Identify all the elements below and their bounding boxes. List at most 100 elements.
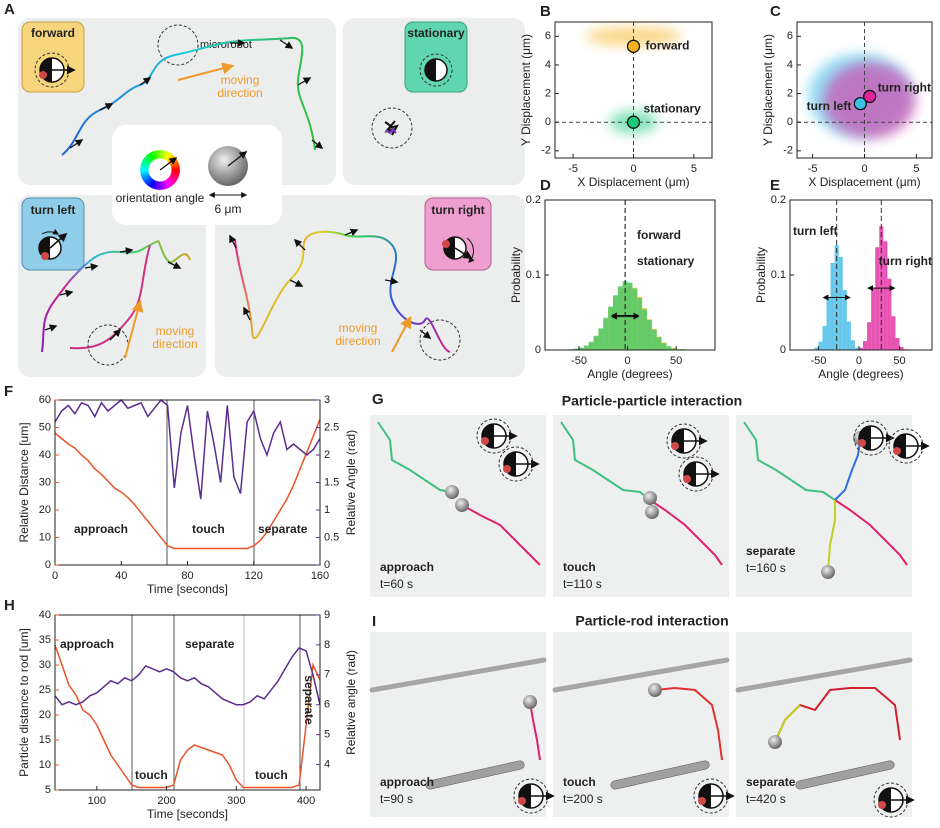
y-tick-label: 0.2 (526, 194, 541, 206)
bar (613, 295, 618, 350)
direction-arrow (124, 299, 144, 359)
bar (598, 328, 604, 350)
x-tick-label: -5 (808, 163, 818, 175)
trajectory (385, 127, 397, 135)
phase-label: separate (302, 675, 316, 725)
panel-i: I Particle-rod interaction approach t=90… (369, 613, 913, 817)
y2-axis-label: Relative angle (rad) (344, 650, 358, 755)
x-axis-label: Angle (degrees) (818, 367, 903, 381)
phase-lines (131, 400, 301, 790)
bar (826, 296, 831, 350)
frame (553, 415, 729, 597)
y-tick-label: 40 (39, 609, 51, 621)
bar (883, 241, 888, 350)
x-tick-label: 80 (181, 570, 193, 582)
y2-tick-label: 0 (324, 559, 330, 571)
y-axis-label: Probability (754, 247, 768, 303)
particle (643, 491, 657, 505)
y2-tick-label: 6 (324, 699, 330, 711)
phase-label: separate (746, 775, 796, 789)
x-tick-label: 300 (227, 795, 245, 807)
series-label: stationary (637, 254, 695, 268)
series-label: stationary (644, 101, 702, 115)
phase-label: separate (258, 522, 308, 536)
x-tick-label: 0 (52, 570, 58, 582)
x-axis-label: X Displacement (μm) (808, 175, 920, 189)
y-tick-label: 0 (535, 344, 541, 356)
plot-area: turn left turn right (793, 200, 932, 350)
time-label: t=110 s (563, 577, 602, 591)
y-tick-label: 30 (39, 476, 51, 488)
bar (858, 347, 864, 350)
bar (574, 348, 579, 350)
series-label: turn right (879, 254, 932, 268)
bar (666, 346, 672, 350)
bar (608, 306, 613, 350)
time-label: t=200 s (563, 792, 603, 806)
bar (875, 247, 880, 350)
y-axis-label: Y Displacement (μm) (519, 34, 533, 146)
direction-arrow (177, 62, 235, 81)
bar (617, 286, 623, 350)
arrow (159, 157, 178, 171)
plot-area: forward stationary (555, 22, 712, 158)
bar (588, 341, 594, 350)
point (853, 96, 867, 111)
y-tick-label: 6 (787, 30, 793, 42)
block (343, 18, 525, 185)
particle (821, 565, 835, 579)
trajectory (41, 240, 191, 353)
axes-frame (789, 199, 933, 351)
panel-letter: F (4, 383, 13, 400)
y-tick-label: 0 (545, 116, 551, 128)
bar (891, 316, 896, 350)
plot-area: forward stationary (569, 200, 695, 350)
y-axis-label: Y Displacement (μm) (761, 34, 775, 146)
bar (842, 290, 847, 350)
time-label: t=60 s (380, 577, 413, 591)
x-axis-label: X Displacement (μm) (577, 175, 689, 189)
arrow (227, 151, 248, 167)
y-tick-label: 0 (45, 559, 51, 571)
bar (593, 335, 599, 350)
bar (867, 322, 872, 350)
label: forward (31, 26, 75, 40)
particle (455, 498, 469, 512)
particle (445, 485, 459, 499)
panel-letter: C (770, 3, 781, 20)
y2-tick-label: 7 (324, 669, 330, 681)
phase-label: touch (192, 522, 225, 536)
series-line (54, 646, 321, 706)
trajectories (377, 421, 908, 573)
label-box: moving direction (335, 322, 380, 348)
trajectory (234, 230, 451, 353)
point (863, 89, 877, 104)
phase-label: separate (746, 544, 796, 558)
trajectory (384, 120, 399, 136)
label: stationary (407, 26, 465, 40)
x-tick-label: -50 (571, 355, 587, 367)
bar (656, 337, 662, 350)
series-label: turn left (807, 99, 852, 113)
frame (370, 632, 546, 817)
bar (579, 347, 584, 350)
x-tick-label: 0 (856, 355, 862, 367)
y2-tick-label: 1.5 (324, 476, 339, 488)
label: moving direction (152, 325, 198, 351)
label: turn right (431, 203, 484, 217)
x-tick-label: 400 (297, 795, 315, 807)
orientation-arrows (69, 39, 324, 149)
rods (369, 657, 913, 693)
label: 6 μm (215, 202, 242, 216)
x-tick-label: 160 (311, 570, 329, 582)
x-tick-label: 200 (157, 795, 175, 807)
x-axis-label: Angle (degrees) (587, 367, 672, 381)
y2-tick-label: 3 (324, 394, 330, 406)
y-tick-label: 15 (39, 734, 51, 746)
bar (818, 341, 823, 350)
y-tick-label: 0.2 (771, 194, 786, 206)
